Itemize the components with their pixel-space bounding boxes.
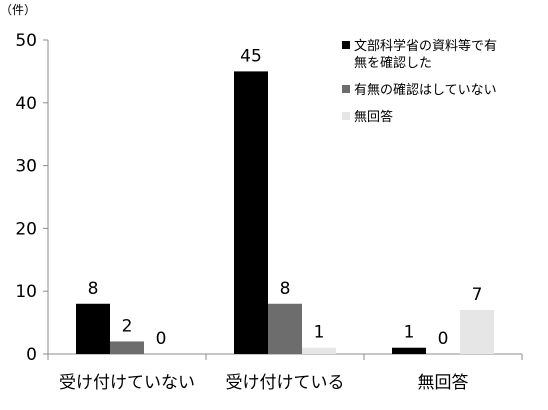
y-tick-label: 30 [15,157,37,177]
legend-label-line: 有無の確認はしていない [354,82,497,98]
data-label: 2 [122,316,133,336]
data-label: 1 [314,323,325,343]
bar [234,71,268,355]
data-label: 8 [88,279,99,299]
legend-swatch [342,41,350,49]
legend-label: 文部科学省の資料等で有無を確認した [354,38,497,71]
data-label: 7 [472,285,483,305]
data-label: 45 [240,46,262,66]
y-tick-label: 0 [26,345,37,365]
data-label: 0 [438,329,449,349]
x-category-label: 受け付けている [226,373,345,393]
x-category-label: 受け付けていない [59,373,195,393]
bar [110,341,144,354]
bar [268,303,302,354]
bar [460,310,494,354]
legend-label: 有無の確認はしていない [354,82,497,98]
legend-label-line: 無を確認した [354,55,432,71]
y-tick-label: 40 [15,94,37,114]
y-axis-unit-label: （件） [0,3,36,17]
legend-label: 無回答 [354,109,393,125]
data-label: 0 [156,329,167,349]
bar [76,303,110,354]
y-tick-label: 50 [15,31,37,51]
x-category-label: 無回答 [418,373,469,393]
y-tick-label: 10 [15,282,37,302]
x-axis: 受け付けていない 受け付けている 無回答 [47,353,523,393]
y-axis: 0 10 20 30 40 50 [15,31,49,365]
legend-swatch [342,85,350,93]
bar [302,347,336,354]
legend-swatch [342,112,350,120]
bars: 8 45 1 2 8 0 0 1 7 [76,46,494,355]
data-label: 1 [404,323,415,343]
data-label: 8 [280,279,291,299]
legend-label-line: 文部科学省の資料等で有 [354,38,497,54]
legend-label-line: 無回答 [354,109,393,125]
bar [392,347,426,354]
y-tick-label: 20 [15,219,37,239]
